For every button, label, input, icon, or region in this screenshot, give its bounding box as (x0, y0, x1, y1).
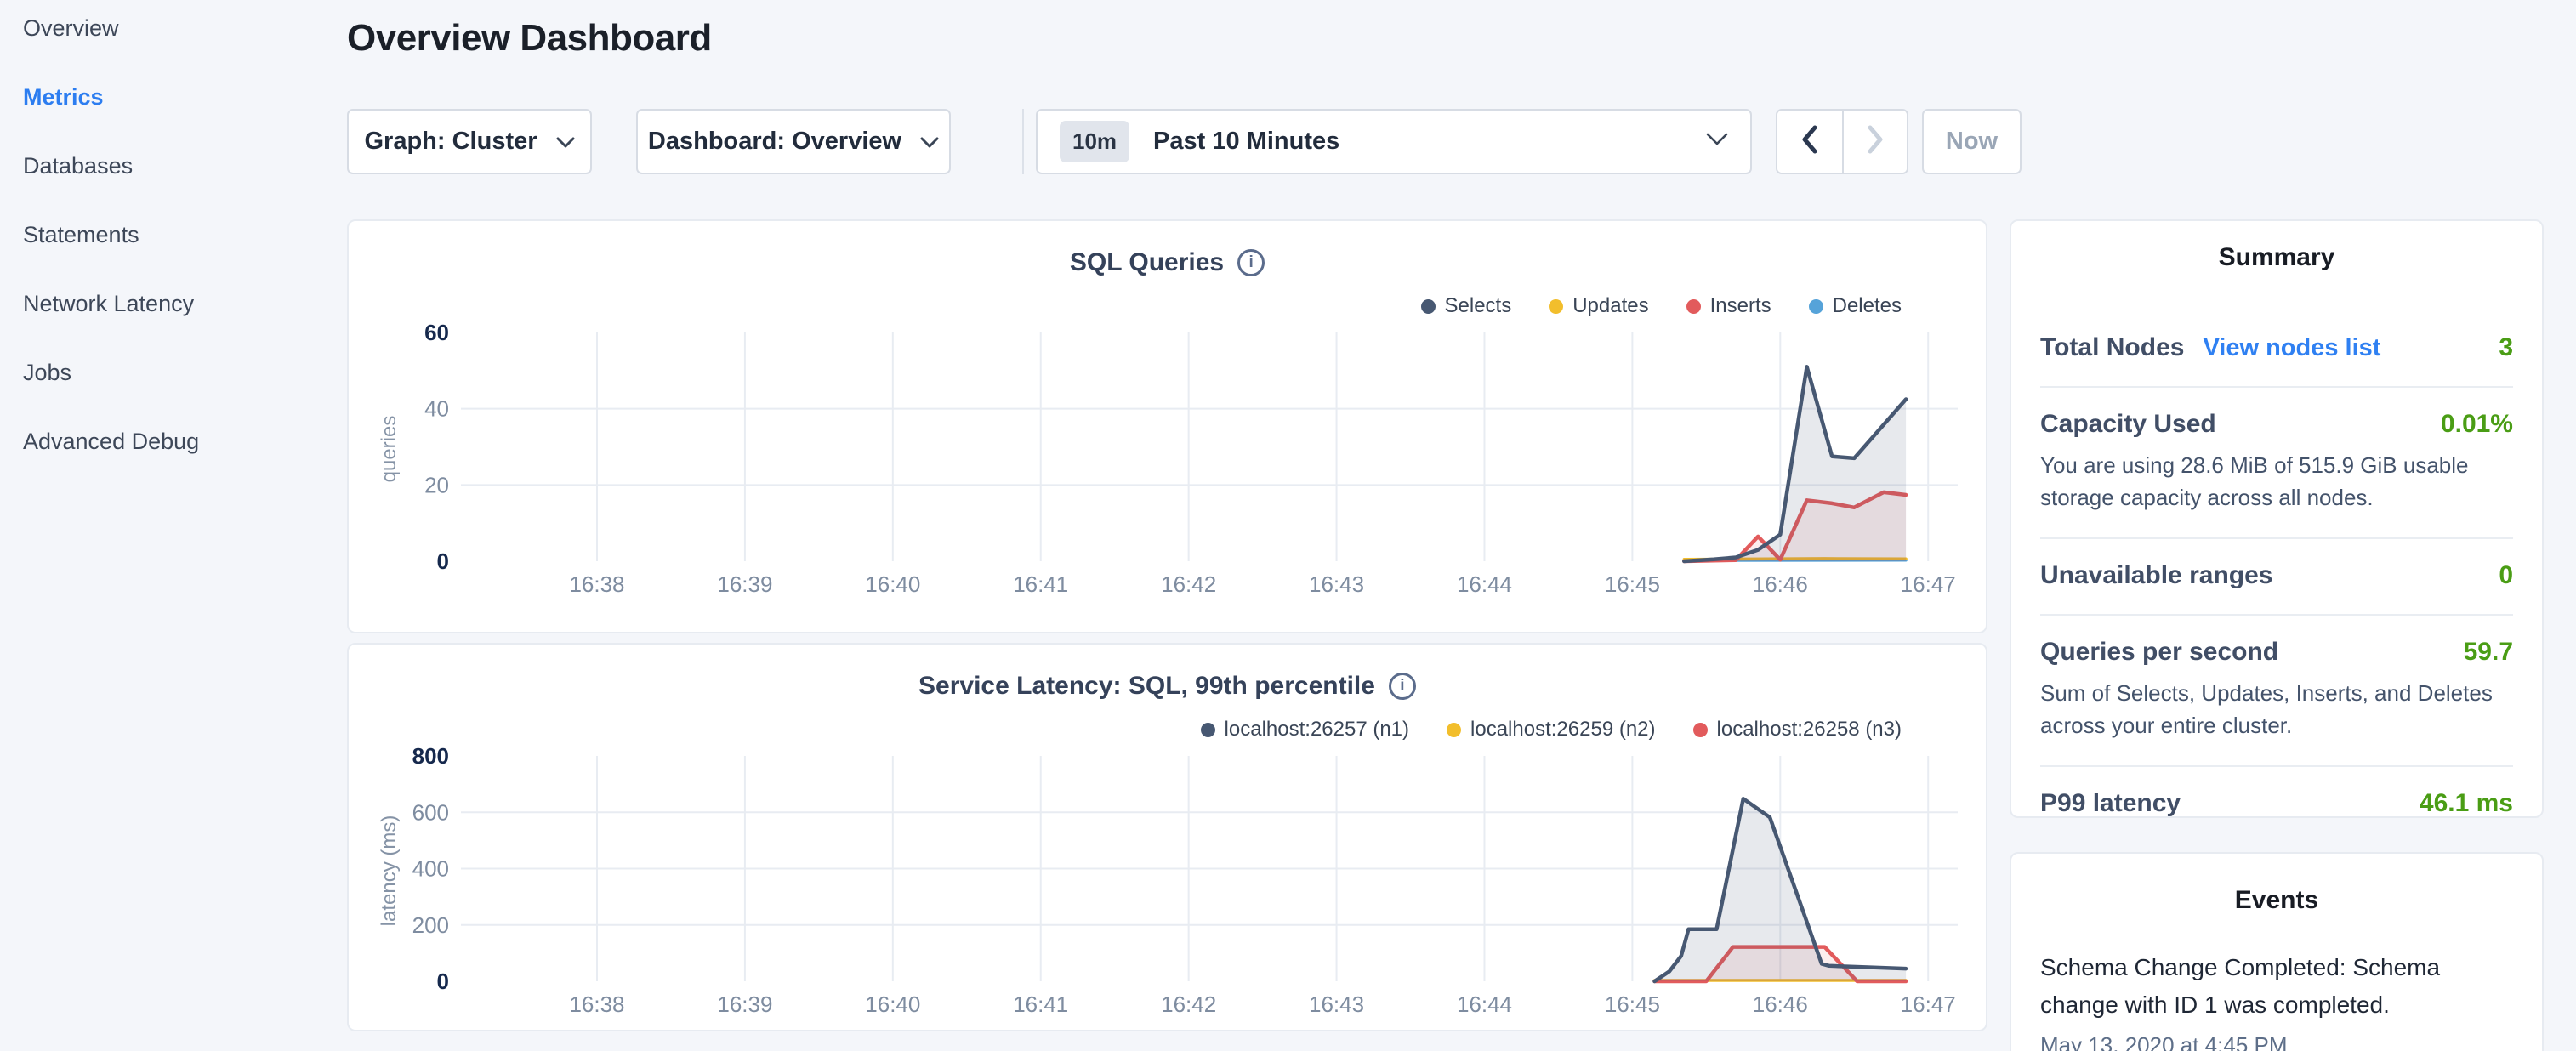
svg-text:0: 0 (437, 548, 449, 574)
summary-divider (2040, 537, 2513, 539)
sidebar-item-overview[interactable]: Overview (23, 17, 340, 40)
svg-text:16:41: 16:41 (1013, 571, 1068, 597)
summary-panel: Summary Total Nodes View nodes list 3 Capac… (2010, 219, 2544, 818)
page-title: Overview Dashboard (347, 17, 712, 60)
summary-row-description: Sum of Selects, Updates, Inserts, and De… (2040, 677, 2513, 741)
svg-text:16:46: 16:46 (1753, 991, 1808, 1017)
svg-text:40: 40 (424, 396, 449, 422)
time-range-dropdown[interactable]: 10m Past 10 Minutes (1036, 109, 1752, 174)
svg-text:16:43: 16:43 (1309, 571, 1364, 597)
graph-dropdown-label: Graph: Cluster (364, 128, 537, 156)
svg-text:600: 600 (412, 799, 449, 825)
svg-text:16:45: 16:45 (1605, 571, 1660, 597)
svg-text:16:40: 16:40 (865, 571, 920, 597)
svg-text:400: 400 (412, 856, 449, 882)
svg-text:16:47: 16:47 (1901, 991, 1956, 1017)
sidebar-item-databases[interactable]: Databases (23, 155, 340, 178)
svg-text:200: 200 (412, 912, 449, 938)
svg-text:16:39: 16:39 (717, 571, 772, 597)
svg-text:16:42: 16:42 (1161, 571, 1216, 597)
sidebar-item-metrics[interactable]: Metrics (23, 86, 340, 109)
chevron-down-icon (1706, 133, 1728, 151)
chart-plot: 16:38 16:39 16:40 16:41 16:42 16:43 16:44 16:45… (349, 221, 1989, 635)
summary-row: Total Nodes View nodes list 3 (2040, 333, 2513, 362)
svg-text:16:38: 16:38 (569, 991, 624, 1017)
sidebar-item-statements[interactable]: Statements (23, 224, 340, 247)
summary-divider (2040, 386, 2513, 388)
event-timestamp: May 13, 2020 at 4:45 PM (2040, 1032, 2513, 1051)
svg-text:16:46: 16:46 (1753, 571, 1808, 597)
time-step-back-button[interactable] (1777, 111, 1842, 173)
sidebar-item-advanced-debug[interactable]: Advanced Debug (23, 430, 340, 453)
chevron-right-icon (1866, 125, 1885, 158)
summary-row-value: 59.7 (2464, 638, 2513, 667)
service-latency-chart-card: Service Latency: SQL, 99th percentile i … (347, 643, 1987, 1031)
chevron-left-icon (1800, 125, 1819, 158)
dashboard-dropdown-label: Dashboard: Overview (648, 128, 901, 156)
svg-text:16:38: 16:38 (569, 571, 624, 597)
view-nodes-list-link[interactable]: View nodes list (2203, 334, 2380, 362)
time-range-label: Past 10 Minutes (1153, 128, 1339, 156)
svg-text:16:44: 16:44 (1457, 991, 1512, 1017)
svg-text:16:39: 16:39 (717, 991, 772, 1017)
svg-text:20: 20 (424, 472, 449, 497)
summary-divider (2040, 765, 2513, 767)
summary-row-label: Total Nodes (2040, 333, 2184, 362)
summary-row: Queries per second 59.7 (2040, 638, 2513, 667)
summary-title: Summary (2040, 243, 2513, 272)
summary-row: Capacity Used 0.01% (2040, 410, 2513, 439)
time-step-forward-button[interactable] (1842, 111, 1907, 173)
svg-text:60: 60 (424, 320, 449, 345)
svg-text:16:42: 16:42 (1161, 991, 1216, 1017)
svg-text:800: 800 (412, 743, 449, 769)
time-step-group (1776, 109, 1908, 174)
svg-text:16:45: 16:45 (1605, 991, 1660, 1017)
now-button[interactable]: Now (1922, 109, 2022, 174)
summary-row-value: 0 (2499, 561, 2513, 590)
graph-dropdown[interactable]: Graph: Cluster (347, 109, 592, 174)
summary-row: Unavailable ranges 0 (2040, 561, 2513, 590)
dashboard-dropdown[interactable]: Dashboard: Overview (636, 109, 951, 174)
sidebar: Overview Metrics Databases Statements Networ… (0, 0, 340, 1051)
svg-text:16:40: 16:40 (865, 991, 920, 1017)
summary-row-label: Capacity Used (2040, 410, 2216, 439)
controls-divider (1022, 109, 1024, 174)
time-range-badge: 10m (1060, 121, 1129, 162)
summary-row-description: You are using 28.6 MiB of 515.9 GiB usab… (2040, 449, 2513, 514)
event-text[interactable]: Schema Change Completed: Schema change w… (2040, 949, 2513, 1024)
sql-queries-chart-card: SQL Queries i SelectsUpdatesInsertsDelet… (347, 219, 1987, 633)
summary-row: P99 latency 46.1 ms (2040, 789, 2513, 818)
events-title: Events (2040, 886, 2513, 915)
summary-row-value: 3 (2499, 333, 2513, 362)
svg-text:0: 0 (437, 969, 449, 994)
summary-row-label: P99 latency (2040, 789, 2181, 818)
svg-text:16:41: 16:41 (1013, 991, 1068, 1017)
svg-text:16:47: 16:47 (1901, 571, 1956, 597)
summary-row-value: 0.01% (2441, 410, 2513, 439)
sidebar-item-network-latency[interactable]: Network Latency (23, 293, 340, 315)
controls-bar: Graph: Cluster Dashboard: Overview 10m P… (347, 109, 2022, 174)
sidebar-item-jobs[interactable]: Jobs (23, 361, 340, 384)
summary-row-value: 46.1 ms (2420, 789, 2513, 818)
svg-text:16:43: 16:43 (1309, 991, 1364, 1017)
chevron-down-icon (556, 128, 575, 156)
summary-divider (2040, 614, 2513, 616)
events-panel: Events Schema Change Completed: Schema c… (2010, 852, 2544, 1051)
chevron-down-icon (920, 128, 939, 156)
chart-plot: 16:38 16:39 16:40 16:41 16:42 16:43 16:44 16:45… (349, 645, 1989, 1033)
svg-text:16:44: 16:44 (1457, 571, 1512, 597)
summary-row-label: Queries per second (2040, 638, 2278, 667)
summary-row-label: Unavailable ranges (2040, 561, 2272, 590)
